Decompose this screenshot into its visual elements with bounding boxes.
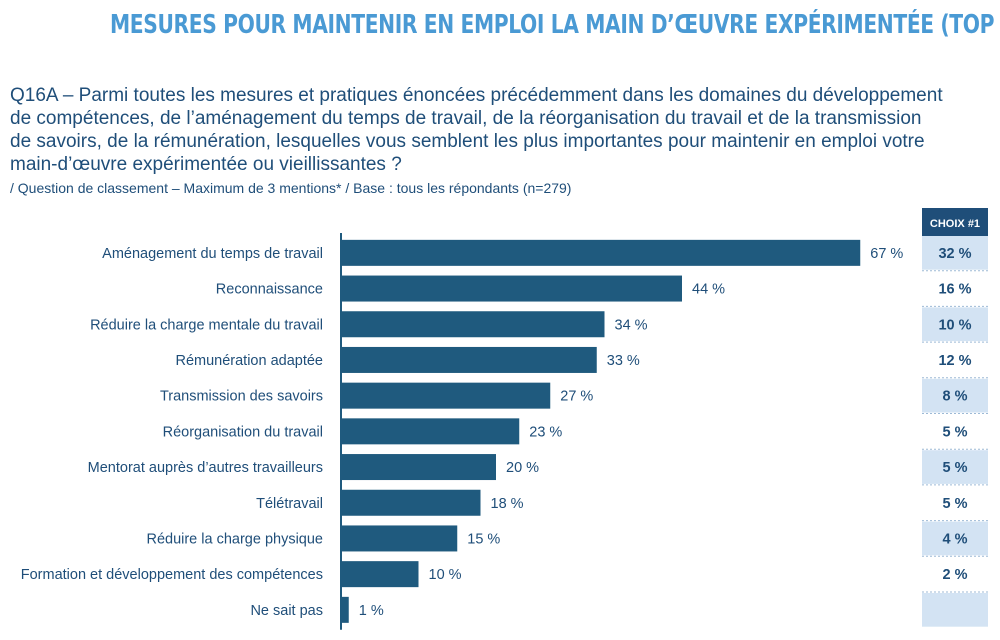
question-line: main-d’œuvre expérimentée ou vieillissan… [10, 154, 402, 175]
bar [341, 275, 682, 302]
choix-cell-shade [922, 378, 988, 413]
question-line: Q16A – Parmi toutes les mesures et prati… [10, 85, 943, 106]
bar [341, 454, 496, 481]
value-label: 18 % [491, 496, 524, 512]
category-label: Réduire la charge mentale du travail [90, 317, 323, 333]
question-line: de savoirs, de la rémunération, lesquell… [10, 131, 925, 152]
bar [341, 561, 419, 588]
question-note: / Question de classement – Maximum de 3 … [10, 180, 572, 196]
value-label: 34 % [615, 317, 648, 333]
category-label: Transmission des savoirs [160, 389, 323, 405]
choix-value-label: 4 % [943, 531, 968, 547]
choix-value-label: 5 % [943, 424, 968, 440]
value-label: 23 % [529, 424, 562, 440]
bar [341, 596, 349, 623]
category-label: Reconnaissance [216, 282, 323, 298]
choix-value-label: 2 % [943, 567, 968, 583]
bar [341, 489, 481, 516]
choix-cell-shade [922, 307, 988, 342]
bar [341, 311, 605, 338]
choix-cell-shade [922, 236, 988, 270]
value-label: 44 % [692, 282, 725, 298]
question-line: de compétences, de l’aménagement du temp… [10, 108, 922, 129]
choix-cell-shade [922, 593, 988, 627]
category-label: Réduire la charge physique [146, 531, 323, 547]
question-text: Q16A – Parmi toutes les mesures et prati… [10, 84, 970, 176]
category-label: Ne sait pas [250, 603, 323, 619]
bar [341, 382, 551, 409]
choix-cell-shade [922, 450, 988, 484]
choix-value-label: 32 % [938, 246, 971, 262]
choix-value-label: 5 % [943, 496, 968, 512]
choix-value-label: 5 % [943, 460, 968, 476]
value-label: 33 % [607, 353, 640, 369]
value-label: 27 % [560, 389, 593, 405]
bar [341, 346, 597, 373]
choix-header-bg [922, 208, 988, 236]
choix-value-label: 10 % [938, 317, 971, 333]
category-label: Aménagement du temps de travail [102, 246, 323, 262]
value-label: 20 % [506, 460, 539, 476]
bar [341, 418, 520, 445]
category-label: Réorganisation du travail [163, 424, 323, 440]
choix-cell-shade [922, 521, 988, 556]
bar [341, 239, 861, 266]
value-label: 10 % [429, 567, 462, 583]
bar [341, 525, 458, 552]
page-title: MESURES POUR MAINTENIR EN EMPLOI LA MAIN… [110, 10, 1000, 40]
category-label: Télétravail [256, 496, 323, 512]
category-label: Rémunération adaptée [175, 353, 323, 369]
choix-value-label: 12 % [938, 353, 971, 369]
category-label: Mentorat auprès d’autres travailleurs [88, 460, 323, 476]
choix-header-label: CHOIX #1 [930, 218, 980, 230]
choix-value-label: 16 % [938, 282, 971, 298]
value-label: 1 % [359, 603, 384, 619]
value-label: 15 % [467, 531, 500, 547]
choix-value-label: 8 % [943, 389, 968, 405]
value-label: 67 % [870, 246, 903, 262]
category-label: Formation et développement des compétenc… [21, 567, 323, 583]
